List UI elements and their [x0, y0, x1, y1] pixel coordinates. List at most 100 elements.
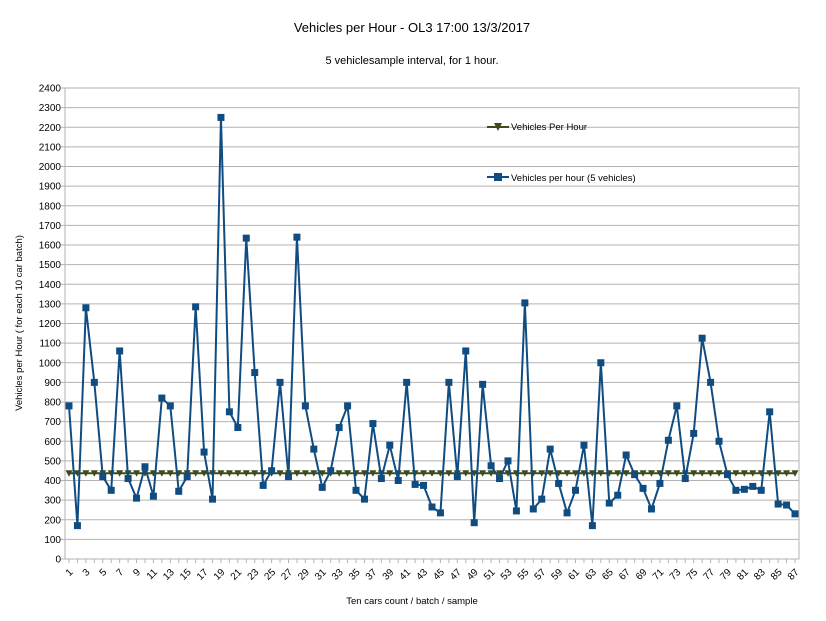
data-point [259, 481, 267, 489]
data-point [555, 479, 563, 487]
x-tick-label: 21 [229, 567, 245, 583]
y-tick-label: 200 [44, 515, 61, 526]
data-point [479, 470, 487, 477]
legend-marker-triangle [494, 123, 502, 131]
data-point [251, 369, 259, 377]
data-point [284, 473, 292, 481]
data-point [749, 470, 757, 477]
data-point [158, 470, 166, 477]
x-tick-label: 37 [364, 567, 380, 583]
y-tick-label: 600 [44, 437, 61, 448]
data-point [445, 378, 453, 386]
data-point [386, 441, 394, 449]
data-point [428, 470, 436, 477]
data-point [563, 470, 571, 477]
data-point [310, 445, 318, 453]
data-point [681, 475, 689, 483]
series-layer [65, 113, 799, 530]
data-point [335, 470, 343, 477]
data-point [572, 470, 580, 477]
data-point [605, 499, 613, 507]
data-point [664, 436, 672, 444]
x-tick-label: 39 [381, 567, 397, 583]
x-tick-label: 19 [212, 567, 228, 583]
data-point [572, 486, 580, 494]
data-point [546, 470, 554, 477]
data-point [82, 304, 90, 312]
data-point [90, 470, 98, 477]
data-point [369, 470, 377, 477]
x-tick-label: 15 [178, 567, 194, 583]
data-point [166, 470, 174, 477]
data-point [723, 471, 731, 479]
x-tick-label: 31 [313, 567, 329, 583]
y-tick-label: 2300 [39, 103, 62, 114]
data-point [521, 470, 529, 477]
chart-subtitle: 5 vehiclesample interval, for 1 hour. [325, 55, 498, 67]
y-tick-label: 1800 [39, 201, 62, 212]
data-point [420, 481, 428, 489]
y-tick-label: 1500 [39, 260, 62, 271]
data-point [352, 486, 360, 494]
y-tick-label: 2100 [39, 142, 62, 153]
data-point [276, 378, 284, 386]
x-tick-label: 45 [431, 567, 447, 583]
x-tick-label: 77 [701, 567, 717, 583]
data-point [631, 471, 639, 479]
data-point [124, 475, 132, 483]
data-point [234, 424, 242, 432]
x-tick-label: 53 [499, 567, 515, 583]
x-axis-ticks: 1 3 5 7 9 11 13 15 17 19 21 23 25 27 29 31 33 35 37 39 41 43 4… [64, 559, 802, 583]
data-point [192, 470, 200, 477]
data-point [690, 429, 698, 437]
x-tick-label: 63 [583, 567, 599, 583]
x-tick-label: 23 [246, 567, 262, 583]
data-point [318, 483, 326, 491]
y-tick-label: 500 [44, 456, 61, 467]
data-point [715, 470, 723, 477]
x-tick-label: 67 [617, 567, 633, 583]
x-tick-label: 27 [279, 567, 295, 583]
data-point [766, 470, 774, 477]
data-point [293, 233, 301, 241]
data-point [639, 470, 647, 477]
x-tick-label: 33 [330, 567, 346, 583]
data-point [698, 470, 706, 477]
x-tick-label: 43 [414, 567, 430, 583]
legend-label-vehicles-per-hour-5: Vehicles per hour (5 vehicles) [511, 173, 636, 184]
data-point [496, 470, 504, 477]
data-point [656, 479, 664, 487]
x-axis-label: Ten cars count / batch / sample [346, 596, 477, 607]
data-point [749, 482, 757, 490]
x-tick-label: 59 [550, 567, 566, 583]
data-point [783, 501, 791, 509]
data-point [99, 473, 107, 481]
data-point [664, 470, 672, 477]
x-tick-label: 35 [347, 567, 363, 583]
data-point [732, 470, 740, 477]
data-point [133, 470, 141, 477]
data-point [90, 378, 98, 386]
data-point [133, 494, 141, 502]
data-point [707, 470, 715, 477]
y-tick-label: 2200 [39, 123, 62, 134]
data-point [673, 402, 681, 410]
data-point [149, 492, 157, 500]
y-tick-label: 1900 [39, 182, 62, 193]
x-tick-label: 3 [81, 567, 93, 579]
data-point [555, 470, 563, 477]
x-tick-label: 65 [600, 567, 616, 583]
data-point [276, 470, 284, 477]
data-point [614, 470, 622, 477]
data-point [116, 470, 124, 477]
data-point [200, 448, 208, 456]
data-point [445, 470, 453, 477]
y-axis-ticks: 0 100 200 300 400 500 600 700 800 900 1000 1100 1200… [39, 84, 65, 566]
data-point [251, 470, 259, 477]
y-axis-label: Vehicles per Hour ( for each 10 car batc… [14, 235, 25, 411]
legend-marker-square [494, 173, 502, 181]
data-point [588, 470, 596, 477]
data-point [470, 519, 478, 527]
data-point [538, 495, 546, 503]
